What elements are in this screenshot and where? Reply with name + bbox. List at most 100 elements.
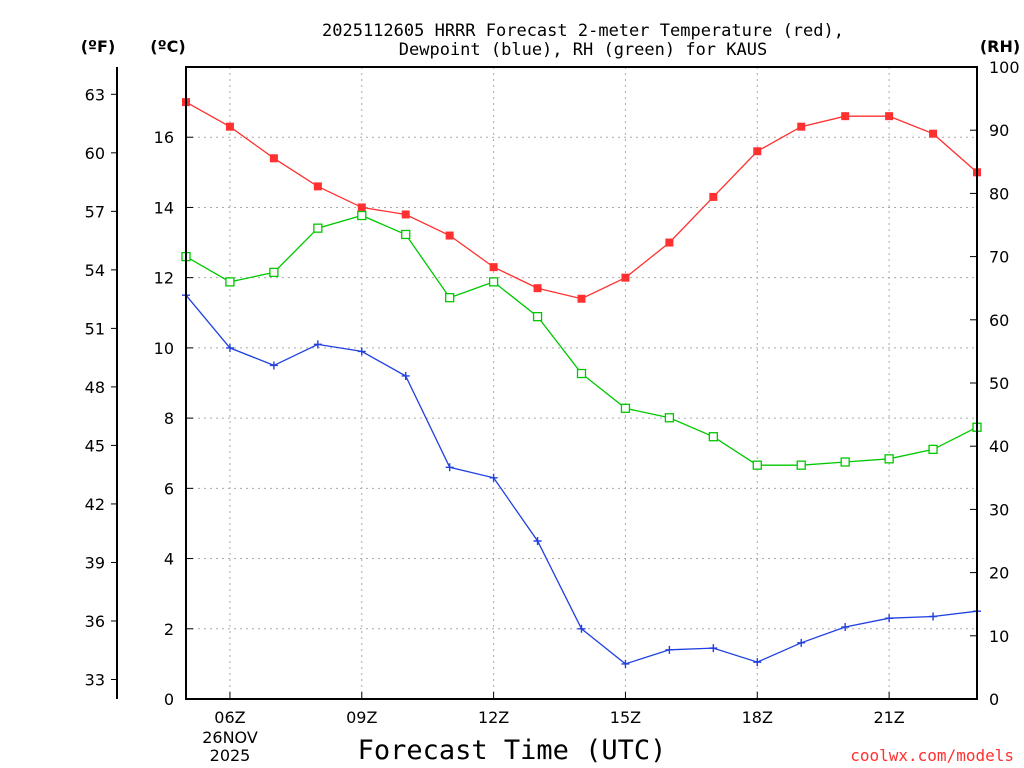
celsius-tick-label: 4 [164, 550, 174, 569]
fahrenheit-unit-label: (ºF) [81, 37, 116, 56]
dewpoint-point [401, 371, 410, 380]
celsius-tick-label: 2 [164, 620, 174, 639]
fahrenheit-tick-label: 63 [85, 85, 105, 104]
x-axis-label: Forecast Time (UTC) [358, 735, 667, 766]
rh-point [313, 223, 323, 233]
dewpoint-point [841, 623, 850, 632]
fahrenheit-tick-label: 42 [85, 495, 105, 514]
plot-frame [185, 66, 978, 700]
rh-line [185, 214, 978, 466]
dewpoint-point [929, 612, 938, 621]
temperature-point [445, 231, 454, 240]
temperature-point [841, 112, 850, 121]
rh-point [752, 460, 762, 470]
temperature-point [357, 203, 366, 212]
temperature-point [929, 129, 938, 138]
fahrenheit-tick-label: 57 [85, 202, 105, 221]
temperature-point [885, 112, 894, 121]
temperature-point [621, 273, 630, 282]
temperature-point [753, 147, 762, 156]
fahrenheit-tick-label: 60 [85, 144, 105, 163]
dewpoint-point [753, 658, 762, 667]
dewpoint-point [533, 537, 542, 545]
x-tick-label: 12Z [478, 708, 509, 727]
date-label-year: 2025 [210, 746, 251, 765]
temperature-point [577, 294, 586, 303]
fahrenheit-tick-label: 33 [85, 670, 105, 689]
rh-tick-label: 80 [989, 184, 1009, 203]
rh-point [488, 277, 499, 287]
rh-point [445, 293, 455, 303]
rh-tick-label: 20 [989, 564, 1009, 583]
dewpoint-point [885, 614, 894, 623]
rh-point [576, 368, 587, 379]
rh-point [840, 457, 850, 467]
rh-tick-label: 100 [989, 58, 1020, 77]
dewpoint-point [269, 361, 278, 370]
rh-point [620, 403, 631, 413]
dewpoint-point [665, 645, 674, 654]
fahrenheit-tick-label: 54 [85, 261, 105, 280]
rh-point [884, 454, 894, 464]
celsius-tick-label: 0 [164, 690, 174, 709]
dewpoint-point [709, 644, 718, 653]
dewpoint-point [225, 343, 234, 352]
rh-point [269, 267, 279, 278]
dewpoint-point [357, 347, 366, 356]
temperature-line [185, 101, 978, 300]
fahrenheit-tick-label: 45 [85, 436, 105, 455]
temperature-point [313, 182, 322, 191]
dewpoint-point [313, 340, 322, 349]
source-credit: coolwx.com/models [850, 746, 1014, 765]
rh-tick-label: 70 [989, 248, 1009, 267]
dewpoint-point [577, 624, 586, 633]
fahrenheit-tick-label: 48 [85, 378, 105, 397]
x-tick-label: 15Z [610, 708, 641, 727]
fahrenheit-tick-label: 36 [85, 612, 105, 631]
rh-tick-label: 40 [989, 437, 1009, 456]
rh-unit-label: (RH) [980, 37, 1020, 56]
rh-tick-label: 0 [989, 690, 999, 709]
rh-tick-label: 60 [989, 311, 1009, 330]
temperature-point [225, 122, 234, 131]
rh-point [708, 432, 718, 442]
chart-title-line2: Dewpoint (blue), RH (green) for KAUS [399, 40, 767, 60]
data-series [181, 98, 982, 668]
temperature-point [489, 263, 498, 272]
rh-point [401, 229, 411, 240]
celsius-tick-label: 6 [164, 479, 174, 498]
rh-tick-label: 50 [989, 374, 1009, 393]
dewpoint-point [489, 473, 498, 482]
temperature-point [533, 284, 542, 293]
dewpoint-point [797, 638, 806, 647]
rh-point [532, 311, 543, 322]
dewpoint-point [445, 463, 454, 472]
fahrenheit-tick-label: 51 [85, 319, 105, 338]
celsius-tick-label: 10 [154, 339, 174, 358]
celsius-tick-label: 12 [154, 269, 174, 288]
rh-tick-label: 90 [989, 121, 1009, 140]
axes: 0 2 4 6 8 10 12 14 16 0 10 20 30 40 50 60 70 80 90 100 33 36 3… [85, 58, 1020, 727]
celsius-unit-label: (ºC) [150, 37, 185, 56]
date-label-day: 26NOV [202, 728, 258, 747]
rh-tick-label: 10 [989, 627, 1009, 646]
x-tick-label: 06Z [214, 708, 245, 727]
gridlines [186, 67, 977, 699]
celsius-tick-label: 8 [164, 409, 174, 428]
dewpoint-line [185, 294, 978, 665]
celsius-tick-label: 16 [154, 128, 174, 147]
x-tick-label: 21Z [873, 708, 904, 727]
x-tick-label: 18Z [742, 708, 773, 727]
dewpoint-point [621, 659, 630, 668]
rh-point [357, 210, 367, 221]
temperature-point [401, 210, 410, 219]
temperature-point [797, 122, 806, 131]
rh-point [664, 413, 675, 423]
rh-point [225, 277, 235, 287]
rh-tick-label: 30 [989, 500, 1009, 519]
x-tick-label: 09Z [346, 708, 377, 727]
temperature-point [709, 192, 718, 201]
temperature-point [665, 238, 674, 247]
chart-title-line1: 2025112605 HRRR Forecast 2-meter Tempera… [322, 21, 844, 41]
fahrenheit-tick-label: 39 [85, 553, 105, 572]
